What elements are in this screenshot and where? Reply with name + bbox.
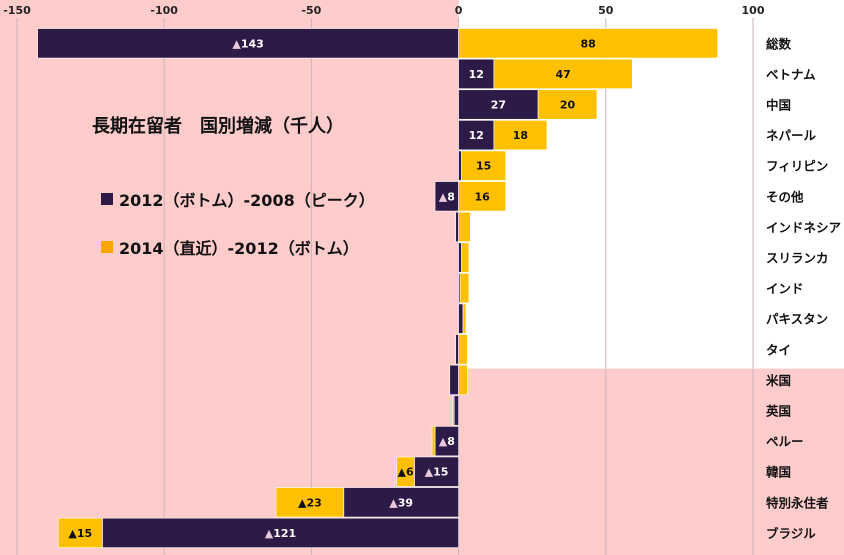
data-label: ▲121 <box>265 527 296 540</box>
bar-period2 <box>458 181 507 212</box>
category-label: ベトナム <box>766 67 816 82</box>
bar-period2 <box>458 211 471 242</box>
background-negative-side <box>0 0 459 555</box>
legend-swatch-2012-2008 <box>101 193 113 205</box>
category-label: ネパール <box>766 128 817 143</box>
bar-period2 <box>461 242 470 273</box>
bar-period2 <box>458 334 468 365</box>
category-label: その他 <box>766 189 804 204</box>
data-label: 88 <box>580 37 595 50</box>
bar-period1 <box>449 364 459 395</box>
category-label: 米国 <box>765 373 791 388</box>
data-label: ▲15 <box>68 527 92 540</box>
category-label: インド <box>766 281 804 296</box>
x-tick-label: 50 <box>598 4 614 17</box>
bar-period2 <box>458 28 718 59</box>
bar-period1 <box>458 242 462 273</box>
bar-period1 <box>102 517 459 548</box>
legend-swatch-2014-2012 <box>101 241 113 253</box>
data-label: 47 <box>555 68 570 81</box>
category-label: タイ <box>766 342 791 357</box>
data-labels: ▲143 88 12 47 27 20 12 18 15 ▲8 16 ▲8 ▲15 ▲6 ▲39 ▲23 ▲12… <box>68 37 595 540</box>
data-label: ▲15 <box>425 466 449 479</box>
bar-period1 <box>458 58 495 89</box>
category-label: フィリピン <box>766 159 828 174</box>
x-tick-label: -100 <box>150 4 178 17</box>
category-label: ブラジル <box>766 526 816 541</box>
data-label: 20 <box>560 99 576 112</box>
data-label: 18 <box>513 129 528 142</box>
legend-label-2012-2008: 2012（ボトム）-2008（ピーク） <box>119 191 375 210</box>
category-label: ペルー <box>766 434 804 449</box>
bar-period1 <box>458 120 495 151</box>
bar-period1 <box>455 334 459 365</box>
data-label: ▲8 <box>439 190 455 203</box>
category-label: インドネシア <box>766 220 841 235</box>
category-label: 特別永住者 <box>766 495 829 510</box>
category-label: 韓国 <box>766 465 791 480</box>
x-tick-label: 0 <box>455 4 463 17</box>
legend-label-2014-2012: 2014（直近）-2012（ボトム） <box>119 239 359 258</box>
bar-period2 <box>459 273 470 304</box>
title-legend: 長期在留者 国別増減（千人） 2012（ボトム）-2008（ピーク） 2014（… <box>92 115 375 258</box>
bar-period2 <box>431 426 436 457</box>
data-label: ▲23 <box>298 496 322 509</box>
data-label: ▲8 <box>439 435 455 448</box>
category-label: 英国 <box>766 404 791 419</box>
data-label: 12 <box>469 68 484 81</box>
bar-period2 <box>275 487 345 518</box>
data-label: 12 <box>469 129 484 142</box>
x-tick-label: 100 <box>742 4 765 17</box>
data-label: 15 <box>476 160 491 173</box>
bar-period1 <box>453 395 459 426</box>
data-label: ▲6 <box>398 466 414 479</box>
bar-period2 <box>493 120 548 151</box>
bar-period2 <box>462 303 467 334</box>
chart-title: 長期在留者 国別増減（千人） <box>92 115 344 137</box>
category-label: パキスタン <box>766 312 828 327</box>
category-labels: 総数ベトナム中国ネパールフィリピンその他インドネシアスリランカインドパキスタンタ… <box>765 36 841 541</box>
x-tick-label: -150 <box>3 4 31 17</box>
bar-period2 <box>57 517 103 548</box>
data-label: ▲143 <box>232 37 263 50</box>
bar-period1 <box>458 89 539 120</box>
bar-period2 <box>537 89 598 120</box>
category-label: スリランカ <box>766 251 829 266</box>
bar-period2 <box>396 456 415 487</box>
bar-period2 <box>493 58 633 89</box>
bar-period2 <box>452 395 455 426</box>
bar-period1 <box>455 211 459 242</box>
data-label: 27 <box>491 99 506 112</box>
bar-period2 <box>458 364 468 395</box>
bars <box>37 28 718 548</box>
category-label: 総数 <box>766 36 792 51</box>
x-axis-ticks: -150 -100 -50 0 50 100 <box>3 4 765 17</box>
bar-period2 <box>461 150 507 181</box>
category-label: 中国 <box>766 98 791 113</box>
data-label: 16 <box>474 190 490 203</box>
bar-period1 <box>343 487 459 518</box>
bar-period1 <box>458 303 464 334</box>
bar-period1 <box>458 150 462 181</box>
background-declining-rows <box>458 368 844 555</box>
x-tick-label: -50 <box>301 4 321 17</box>
data-label: ▲39 <box>389 496 413 509</box>
bar-period1 <box>37 28 459 59</box>
